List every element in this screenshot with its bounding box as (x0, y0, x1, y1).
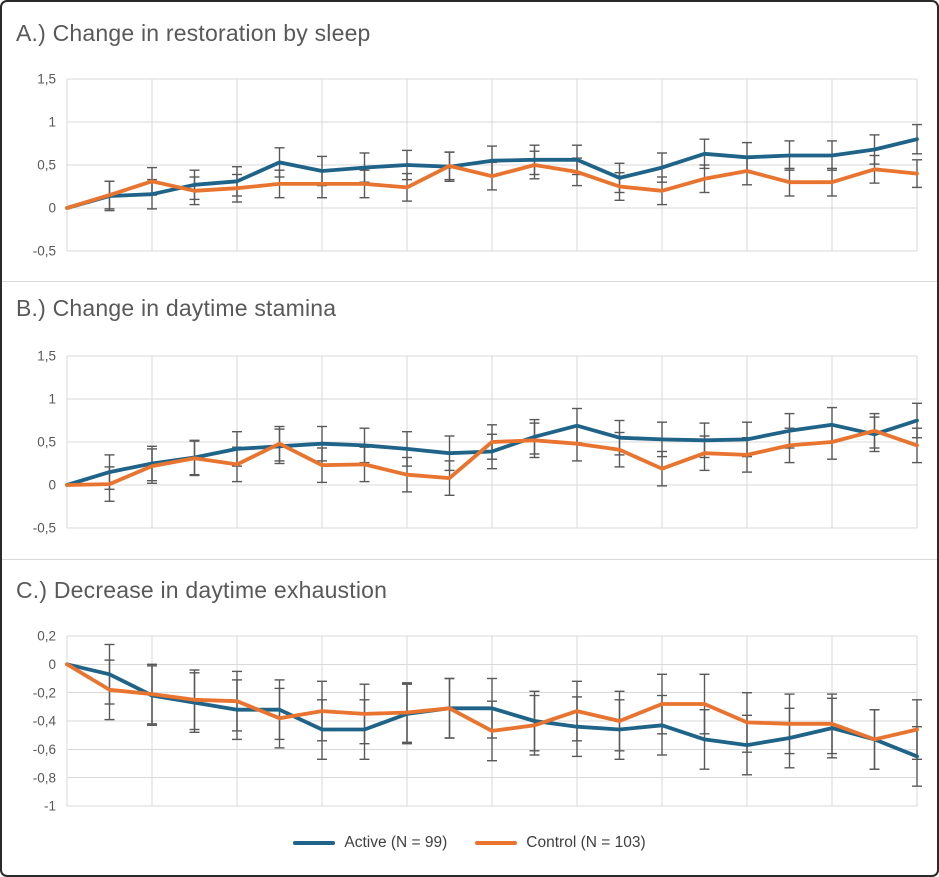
y-axis-tick-label: 0 (48, 201, 56, 216)
y-axis-tick-label: -0,5 (33, 521, 56, 536)
y-axis-tick-label: 0,5 (37, 158, 56, 173)
legend-label-active: Active (N = 99) (344, 834, 448, 851)
y-axis-tick-label: 1,5 (37, 72, 56, 87)
chart-b-plot: 1,5 1 0,5 0 -0,5 (33, 349, 922, 536)
y-axis-tick-label: 0 (48, 657, 56, 672)
active-series-swatch (293, 841, 336, 845)
panel-separator-2 (2, 559, 937, 560)
legend-item-active: Active (N = 99) (293, 834, 447, 852)
active-series-line (65, 662, 919, 759)
chart-c-plot: 0,2 0 -0,2 -0,4 -0,6 -0,8 -1 (33, 629, 922, 814)
y-axis-tick-label: -0,2 (33, 685, 56, 700)
active-series-line (65, 137, 919, 210)
control-series-line (65, 428, 919, 487)
y-axis-tick-label: -0,5 (33, 244, 56, 259)
legend-label-control: Control (N = 103) (526, 834, 646, 851)
y-axis-tick-label: 1,5 (37, 349, 56, 364)
y-axis-tick-label: -0,4 (33, 714, 57, 729)
chart-legend: Active (N = 99) Control (N = 103) (2, 834, 937, 852)
chart-a-title: A.) Change in restoration by sleep (16, 20, 371, 46)
control-series-swatch (475, 841, 518, 845)
y-axis-tick-label: 1 (48, 392, 56, 407)
chart-c-title: C.) Decrease in daytime exhaustion (16, 577, 388, 603)
chart-a-plot: 1,5 1 0,5 0 -0,5 (33, 72, 922, 259)
legend-item-control: Control (N = 103) (475, 834, 646, 852)
y-axis-tick-label: 0,5 (37, 435, 56, 450)
y-axis-tick-label: -0,6 (33, 742, 56, 757)
panel-separator-1 (2, 281, 937, 282)
control-series-line (65, 662, 919, 742)
y-axis-tick-label: 0 (48, 478, 56, 493)
y-axis-tick-label: 1 (48, 115, 56, 130)
control-series-line (65, 163, 919, 210)
y-axis-tick-label: 0,2 (37, 629, 56, 644)
y-axis-tick-label: -1 (44, 799, 56, 814)
chart-b-title: B.) Change in daytime stamina (16, 295, 337, 321)
y-axis-tick-label: -0,8 (33, 770, 56, 785)
active-series-line (65, 418, 919, 487)
